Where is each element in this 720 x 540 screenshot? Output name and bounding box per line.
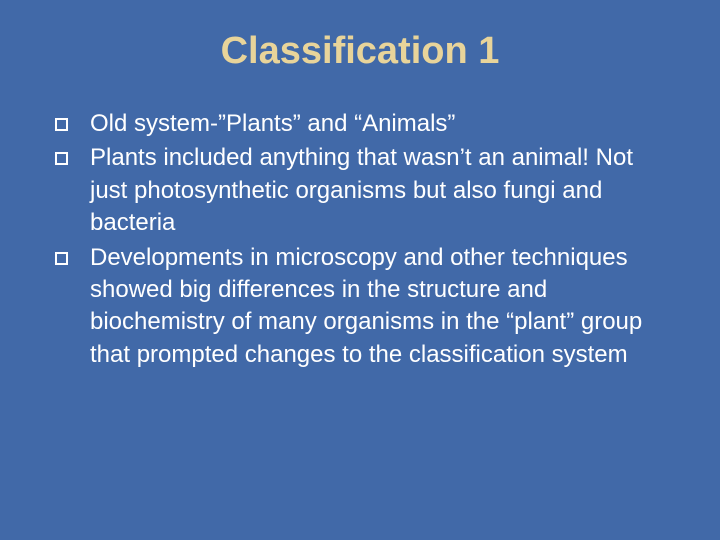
bullet-icon <box>55 252 68 265</box>
slide-body: Old system-”Plants” and “Animals” Plants… <box>40 108 680 371</box>
bullet-text: Developments in microscopy and other tec… <box>90 242 670 372</box>
list-item: Plants included anything that wasn’t an … <box>55 142 670 239</box>
list-item: Old system-”Plants” and “Animals” <box>55 108 670 140</box>
bullet-icon <box>55 152 68 165</box>
bullet-icon <box>55 118 68 131</box>
slide-title: Classification 1 <box>40 30 680 73</box>
bullet-text: Old system-”Plants” and “Animals” <box>90 108 455 140</box>
list-item: Developments in microscopy and other tec… <box>55 242 670 372</box>
bullet-text: Plants included anything that wasn’t an … <box>90 142 670 239</box>
